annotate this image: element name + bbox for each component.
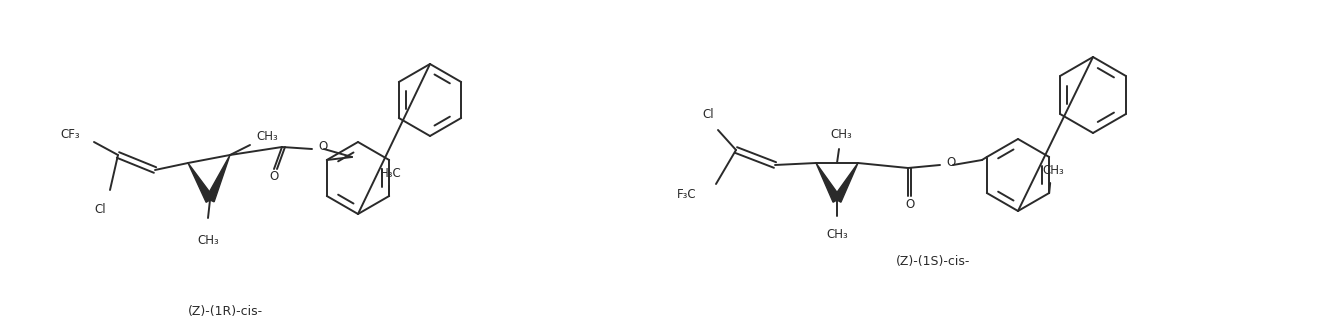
Polygon shape — [833, 163, 858, 202]
Text: F₃C: F₃C — [676, 187, 696, 200]
Text: CH₃: CH₃ — [826, 228, 847, 241]
Polygon shape — [188, 163, 213, 202]
Text: O: O — [906, 197, 915, 210]
Text: Cl: Cl — [94, 203, 106, 216]
Text: O: O — [318, 141, 328, 154]
Text: CH₃: CH₃ — [1042, 164, 1063, 177]
Text: H₃C: H₃C — [381, 167, 402, 180]
Text: CF₃: CF₃ — [61, 128, 80, 141]
Polygon shape — [206, 155, 229, 202]
Text: Cl: Cl — [703, 108, 713, 121]
Text: O: O — [945, 157, 955, 169]
Text: (Z)-(1R)-cis-: (Z)-(1R)-cis- — [187, 305, 263, 318]
Text: CH₃: CH₃ — [198, 234, 219, 247]
Polygon shape — [815, 163, 841, 202]
Text: CH₃: CH₃ — [830, 128, 851, 141]
Text: O: O — [269, 170, 278, 183]
Text: CH₃: CH₃ — [256, 131, 277, 144]
Text: (Z)-(1S)-cis-: (Z)-(1S)-cis- — [896, 255, 971, 268]
